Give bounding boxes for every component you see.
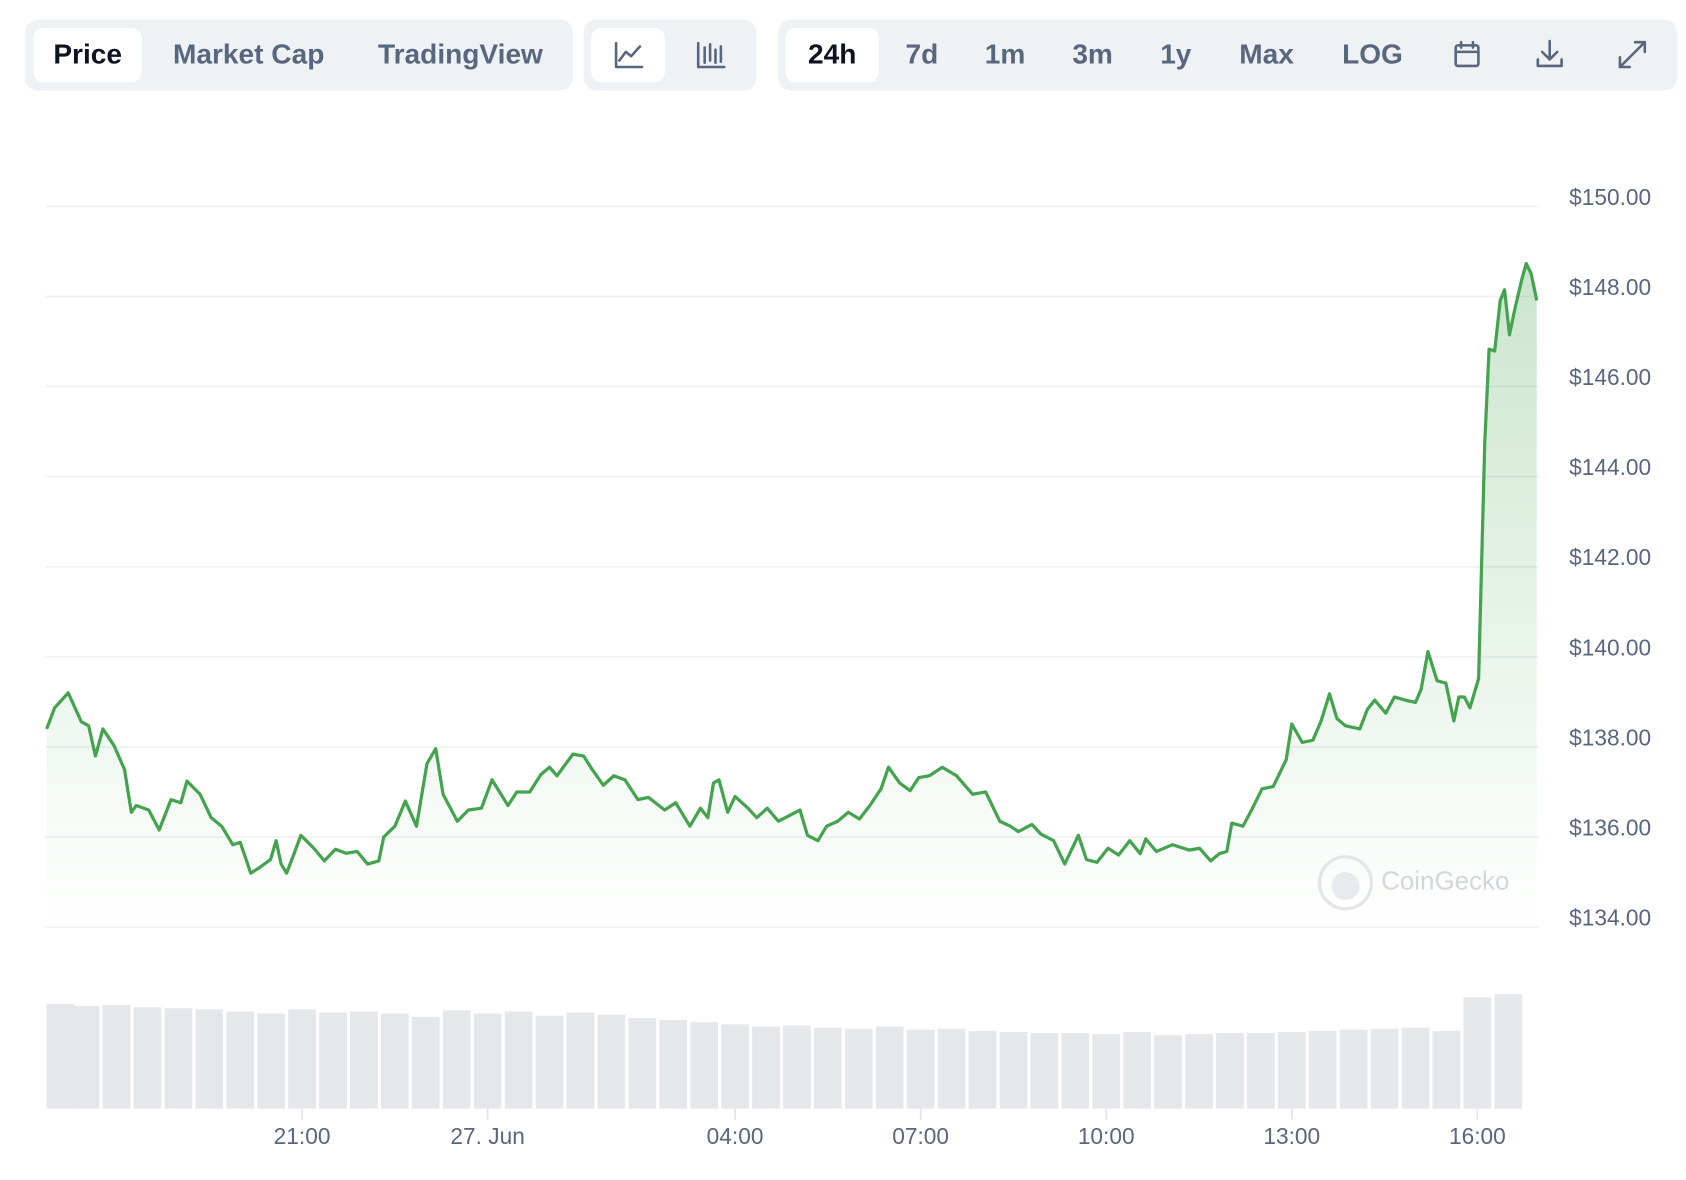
volume-bar — [226, 1011, 255, 1109]
y-tick-label: $144.00 — [1569, 454, 1651, 480]
volume-bar — [1494, 994, 1523, 1109]
range-button[interactable]: 24h — [808, 39, 856, 70]
tab-group — [24, 19, 573, 91]
volume-bar — [1463, 997, 1492, 1109]
x-tick-label: 16:00 — [1449, 1123, 1506, 1149]
volume-bar — [504, 1011, 533, 1109]
volume-bar — [133, 1007, 162, 1109]
fullscreen-icon[interactable] — [1618, 40, 1647, 69]
active-tab-bg — [33, 28, 142, 83]
volume-bar — [721, 1024, 749, 1109]
volume-bar — [102, 1004, 131, 1109]
volume-bar — [1432, 1030, 1461, 1109]
range-button[interactable]: 3m — [1072, 39, 1113, 70]
volume-bar — [1154, 1035, 1182, 1109]
volume-bar — [844, 1028, 873, 1109]
volume-bar — [875, 1026, 904, 1109]
y-tick-label: $138.00 — [1569, 724, 1651, 750]
volume-bar — [46, 1003, 75, 1109]
x-tick-label: 10:00 — [1078, 1123, 1135, 1149]
volume-bar — [1247, 1033, 1275, 1109]
watermark-logo — [1331, 872, 1360, 901]
volume-bar — [1370, 1028, 1399, 1109]
price-line — [45, 261, 1539, 875]
volume-bar — [1185, 1034, 1213, 1109]
volume-bar — [1092, 1034, 1121, 1109]
volume-bar — [783, 1025, 811, 1109]
volume-bar — [597, 1014, 626, 1109]
y-tick-label: $142.00 — [1569, 544, 1651, 570]
plot: $134.00 $136.00 $138.00 $140.00 $142.00 $144.… — [45, 184, 1651, 1149]
y-tick-label: $134.00 — [1569, 905, 1651, 931]
tab[interactable]: Market Cap — [173, 39, 324, 70]
volume-bar — [1216, 1033, 1244, 1109]
y-tick-label: $140.00 — [1569, 634, 1651, 660]
range-group — [778, 19, 1678, 91]
volume-bar — [1308, 1030, 1337, 1109]
volume-bar — [257, 1013, 285, 1109]
volume-bar — [906, 1029, 935, 1109]
range-button[interactable]: Max — [1239, 39, 1294, 70]
volume-bar — [628, 1017, 657, 1109]
tab[interactable]: Price — [53, 39, 122, 70]
range-button[interactable]: 7d — [905, 39, 938, 70]
line-chart-icon[interactable] — [614, 41, 644, 69]
volume-bar — [659, 1020, 688, 1109]
volume-bar — [381, 1013, 409, 1109]
volume-bar — [288, 1009, 316, 1109]
volume-bar — [411, 1016, 440, 1109]
volume-bar — [195, 1009, 224, 1109]
volume-bar — [690, 1022, 718, 1109]
watermark-logo — [1317, 855, 1374, 911]
volume-bar — [164, 1008, 193, 1109]
volume-bar — [1123, 1031, 1151, 1109]
volume-bar — [473, 1013, 502, 1109]
x-tick-label: 04:00 — [707, 1123, 764, 1149]
y-tick-label: $136.00 — [1569, 814, 1651, 840]
volume-bar — [566, 1012, 595, 1109]
volume-bar — [814, 1027, 842, 1109]
download-icon[interactable] — [1536, 39, 1563, 68]
volume-bar — [1277, 1031, 1306, 1109]
range-button[interactable]: 1y — [1160, 39, 1192, 70]
volume-bar — [350, 1011, 378, 1109]
volume-bar — [71, 1006, 100, 1109]
volume-bar — [999, 1031, 1028, 1109]
x-tick-label: 21:00 — [274, 1123, 331, 1149]
active-range-bg — [785, 28, 879, 83]
watermark: CoinGecko — [1381, 868, 1509, 896]
log-button[interactable]: LOG — [1342, 39, 1403, 70]
volume-bar — [968, 1030, 997, 1109]
candle-chart-icon[interactable] — [696, 41, 726, 69]
calendar-icon[interactable] — [1454, 40, 1480, 68]
y-tick-label: $150.00 — [1569, 184, 1651, 210]
volume-bar — [319, 1012, 347, 1109]
x-tick-label: 13:00 — [1263, 1123, 1320, 1149]
volume-bar — [1030, 1033, 1059, 1109]
volume-bar — [752, 1026, 780, 1109]
volume-bar — [1401, 1027, 1430, 1109]
tab[interactable]: TradingView — [378, 39, 543, 70]
y-tick-label: $148.00 — [1569, 274, 1651, 300]
range-button[interactable]: 1m — [985, 39, 1026, 70]
volume-bar — [1339, 1029, 1368, 1109]
y-tick-label: $146.00 — [1569, 364, 1651, 390]
volume-bar — [535, 1015, 564, 1109]
x-tick-label: 07:00 — [892, 1123, 949, 1149]
x-tick-label: 27. Jun — [450, 1123, 524, 1149]
volume-bar — [1061, 1033, 1090, 1109]
volume-bar — [937, 1028, 966, 1109]
price-area — [46, 263, 1537, 928]
volume-bar — [442, 1010, 471, 1109]
